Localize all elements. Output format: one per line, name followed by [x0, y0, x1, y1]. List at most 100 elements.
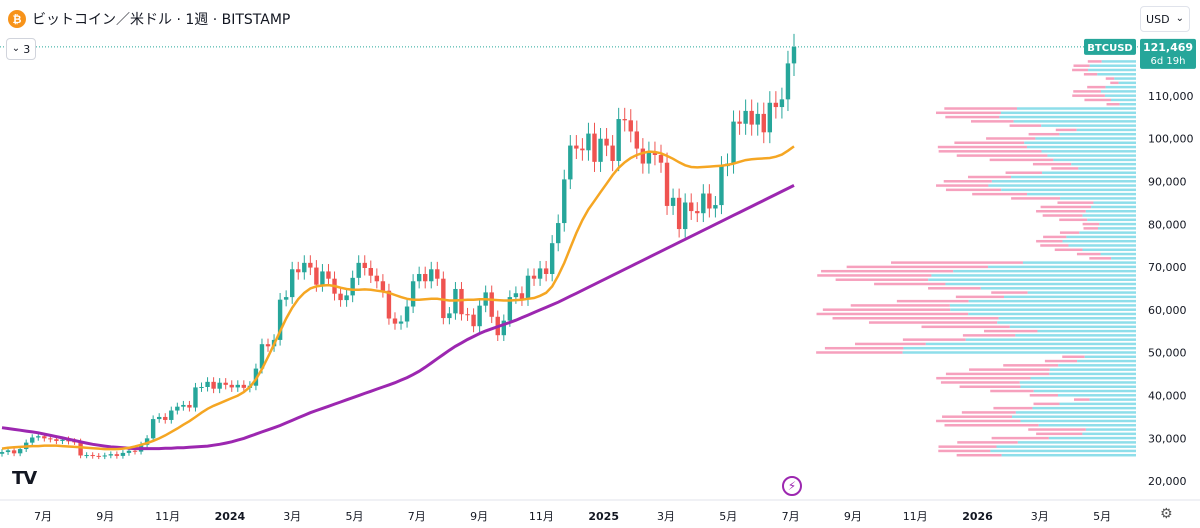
volume-profile-bar	[936, 376, 1031, 380]
volume-profile-bar	[938, 150, 1042, 153]
volume-profile-bar	[957, 441, 1018, 444]
gear-icon[interactable]: ⚙	[1160, 506, 1173, 522]
volume-profile-bar	[1082, 214, 1136, 217]
volume-profile-bar	[1083, 227, 1098, 230]
candle-body	[96, 455, 101, 457]
volume-profile-bar	[1001, 453, 1136, 457]
y-tick-label: 30,000	[1148, 432, 1187, 445]
candle-body	[489, 292, 494, 317]
volume-profile-bar	[1003, 364, 1059, 367]
volume-profile-bar	[936, 184, 989, 187]
candle-body	[78, 441, 83, 456]
volume-profile-bar	[1072, 94, 1105, 97]
candle-body	[767, 102, 773, 133]
volume-profile-bar	[1016, 107, 1136, 110]
volume-profile-bar	[1055, 128, 1077, 132]
volume-profile-bar	[945, 282, 1136, 286]
candle-body	[108, 454, 114, 456]
volume-profile-bar	[968, 312, 1136, 316]
volume-profile-bar	[1015, 411, 1136, 414]
candle-body	[416, 273, 422, 282]
volume-profile-bar	[989, 158, 1054, 162]
volume-profile-bar	[1059, 402, 1136, 406]
volume-profile-bar	[1026, 145, 1136, 149]
x-tick-label: 2025	[588, 510, 619, 523]
lightning-icon[interactable]: ⚡	[782, 476, 802, 496]
candle-body	[84, 455, 89, 457]
volume-profile-bar	[991, 180, 1136, 183]
volume-profile-bar	[1019, 381, 1136, 384]
tradingview-logo-icon[interactable]: TV	[12, 468, 37, 489]
symbol-title[interactable]: ビットコイン／米ドル · 1週 · BITSTAMP	[32, 12, 291, 28]
volume-profile-bar	[1106, 102, 1120, 106]
candle-body	[634, 131, 640, 149]
volume-profile-bar	[1053, 158, 1136, 162]
currency-select[interactable]: USD ⌄	[1140, 6, 1190, 32]
short-moving-average-line	[1, 145, 795, 451]
volume-profile-bar	[1040, 205, 1092, 209]
volume-profile-bar	[1030, 376, 1136, 380]
candle-body	[17, 449, 23, 454]
candle-body	[423, 273, 428, 282]
volume-profile-bar	[1020, 419, 1136, 423]
volume-profile-bar	[896, 299, 969, 303]
volume-profile-bar	[1093, 201, 1136, 204]
candle-body	[30, 437, 35, 443]
volume-profile-bar	[971, 120, 1014, 123]
indicators-collapse-button[interactable]: ⌄ 3	[6, 38, 36, 60]
candle-body	[507, 297, 513, 321]
candle-body	[749, 110, 754, 125]
volume-profile-bar	[984, 329, 1038, 333]
candle-body	[0, 452, 5, 454]
candle-body	[344, 295, 349, 301]
x-tick-label: 11月	[903, 510, 928, 523]
candle-body	[235, 384, 240, 388]
candle-body	[652, 151, 658, 155]
volume-profile-bar	[938, 445, 997, 448]
volume-profile-bar	[1084, 98, 1111, 102]
volume-profile-bar	[868, 321, 998, 324]
ticker-tag-label: BTCUSD	[1087, 43, 1132, 54]
candle-body	[126, 450, 132, 453]
candle-body	[163, 416, 168, 420]
volume-profile-bar	[950, 308, 1136, 311]
volume-profile-bar	[1085, 428, 1136, 431]
candle-body	[338, 293, 343, 301]
candle-body	[646, 151, 652, 164]
volume-profile-bar	[1033, 402, 1060, 406]
candle-body	[132, 450, 138, 452]
volume-profile-bar	[944, 107, 1017, 110]
candle-body	[398, 321, 404, 324]
volume-profile-bar	[1048, 436, 1136, 440]
volume-profile-bar	[990, 449, 1136, 453]
candle-body	[374, 275, 380, 282]
volume-profile-bar	[954, 141, 1025, 145]
volume-profile-bar	[1085, 209, 1136, 213]
volume-profile-bar	[990, 389, 1034, 393]
candle-body	[513, 293, 519, 298]
volume-profile-bar	[1087, 85, 1106, 89]
volume-profile-bar	[850, 304, 950, 307]
volume-profile-bar	[1005, 171, 1043, 174]
candle-body	[604, 138, 609, 146]
volume-profile-bar	[824, 346, 904, 350]
volume-profile-bar	[936, 111, 1001, 115]
volume-profile-bar	[1049, 368, 1136, 371]
countdown-label: 6d 19h	[1151, 56, 1186, 67]
candle-body	[36, 436, 41, 438]
volume-profile-bar	[997, 321, 1136, 324]
volume-profile-bar	[1071, 162, 1136, 166]
candle-body	[580, 148, 585, 151]
volume-profile-bar	[956, 154, 1048, 157]
last-price-label: 121,469	[1143, 41, 1193, 54]
candle-body	[410, 281, 416, 307]
volume-profile-bar	[1051, 167, 1079, 170]
volume-profile-bar	[1059, 218, 1088, 222]
candle-body	[193, 387, 198, 408]
currency-label: USD	[1146, 12, 1170, 26]
x-tick-label: 3月	[657, 510, 675, 523]
volume-profile-bar	[874, 282, 946, 286]
candle-body	[42, 436, 47, 439]
volume-profile-bar	[902, 338, 966, 341]
